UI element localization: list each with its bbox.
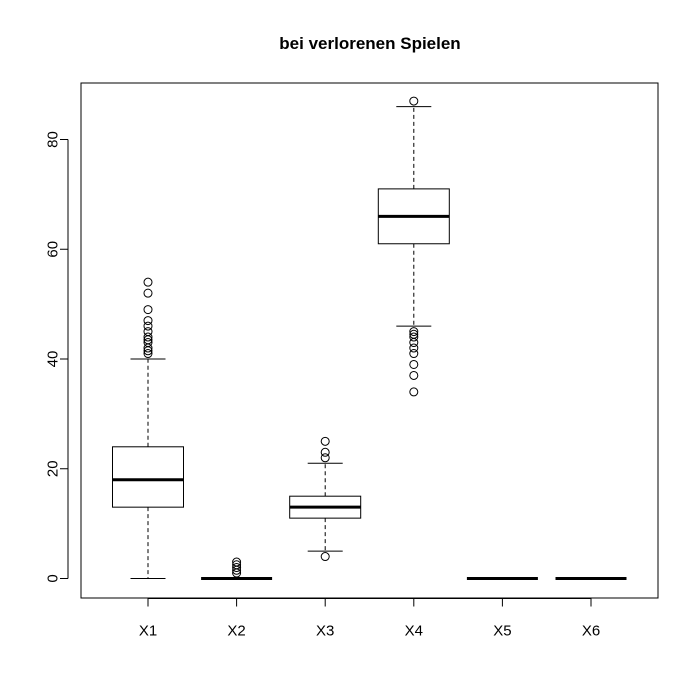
outlier-point [143,277,153,287]
outlier-point [409,338,419,348]
y-axis: 0 20 40 60 80 [45,131,69,583]
y-tick-label: 60 [45,241,62,258]
outlier-point [409,96,419,106]
outlier-point [143,327,153,337]
outlier-point [320,552,330,562]
x-tick-label: X1 [139,623,157,640]
outlier-point [143,316,153,326]
outlier-point [232,560,242,570]
x-tick-label: X6 [582,623,600,640]
x-tick-label: X4 [405,623,423,640]
outlier-point [409,387,419,397]
box-x3 [289,436,362,562]
outlier-point [320,447,330,457]
y-tick-label: 0 [45,574,62,582]
outlier-point [409,327,419,337]
box-x4 [377,96,450,397]
outlier-point [409,359,419,369]
x-tick-label: X2 [227,623,245,640]
outlier-point [143,349,153,359]
outlier-point [232,557,242,567]
y-tick-label: 80 [45,131,62,148]
box-x2 [201,557,273,580]
outlier-point [320,453,330,463]
outlier-point [143,321,153,331]
x-tick-label: X5 [493,623,511,640]
outlier-point [320,436,330,446]
box-rect [112,446,184,508]
plot-frame [80,82,659,599]
outlier-point [409,332,419,342]
x-tick-label: X3 [316,623,334,640]
outlier-point [232,563,242,573]
box-x1 [112,277,184,579]
outlier-point [143,332,153,342]
outlier-point [143,305,153,315]
outlier-point [409,349,419,359]
outlier-point [143,338,153,348]
outlier-point [409,370,419,380]
outlier-point [409,343,419,353]
y-tick-label: 20 [45,460,62,477]
y-tick-label: 40 [45,351,62,368]
outlier-point [143,288,153,298]
box-series [112,96,627,580]
x-axis: X1 X2 X3 X4 X5 X6 [139,598,600,640]
chart-title: bei verlorenen Spielen [279,34,460,53]
